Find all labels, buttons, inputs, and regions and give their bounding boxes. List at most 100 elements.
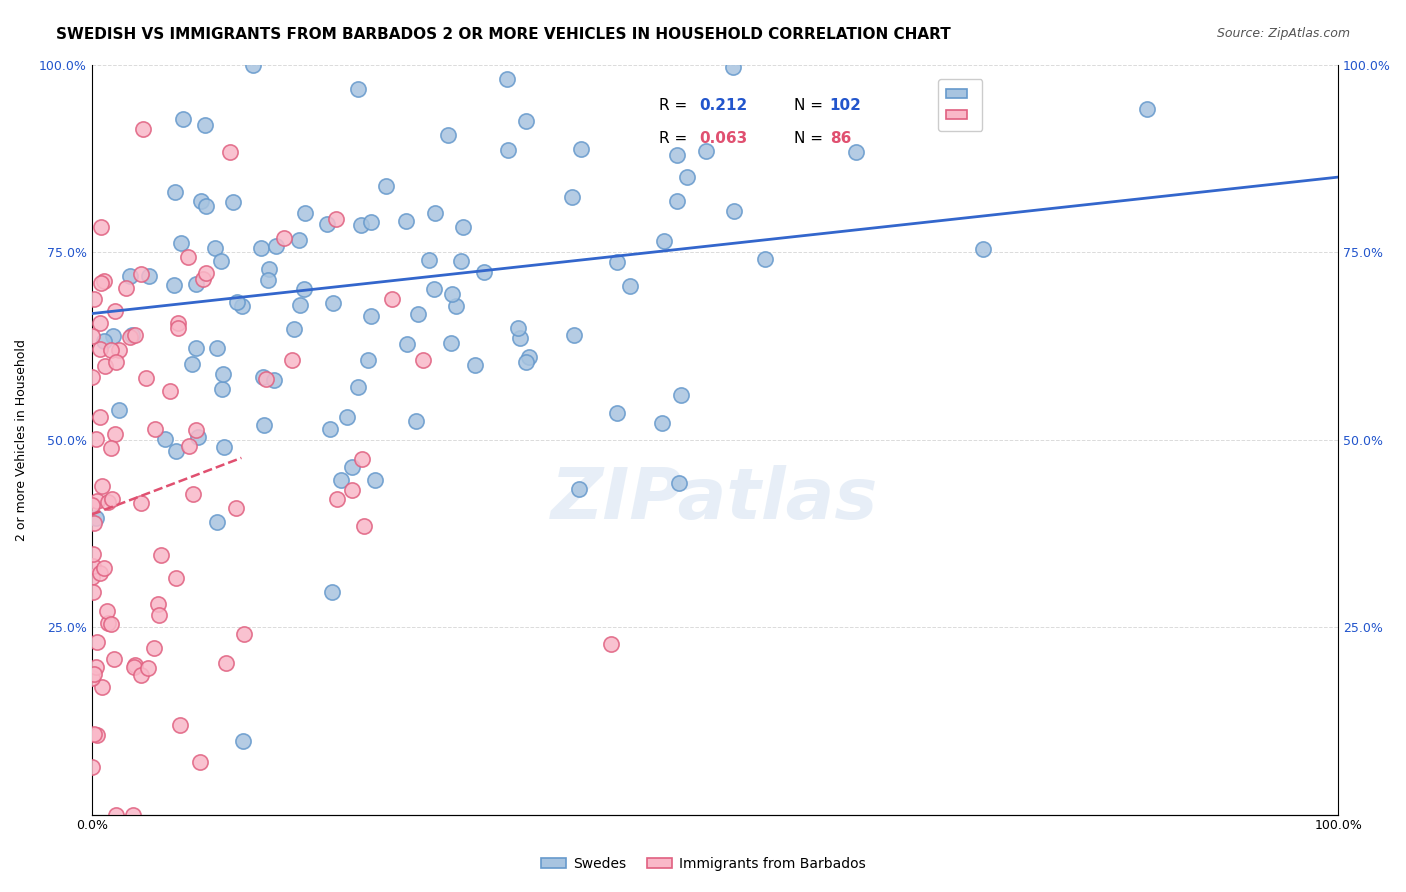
Point	[135, 371, 157, 385]
Point	[292, 282, 315, 296]
Point	[83, 726, 105, 740]
Point	[256, 273, 278, 287]
Point	[322, 295, 344, 310]
Point	[148, 607, 170, 622]
Point	[93, 274, 115, 288]
Point	[97, 495, 120, 509]
Point	[418, 253, 440, 268]
Point	[122, 660, 145, 674]
Point	[82, 328, 104, 343]
Text: 102: 102	[830, 98, 862, 113]
Point	[181, 486, 204, 500]
Point	[165, 186, 187, 200]
Point	[86, 494, 108, 508]
Point	[215, 656, 238, 670]
Point	[845, 145, 868, 159]
Point	[562, 328, 585, 343]
Point	[104, 304, 127, 318]
Point	[91, 680, 114, 694]
Point	[412, 352, 434, 367]
Point	[652, 235, 675, 249]
Point	[101, 329, 124, 343]
Point	[120, 268, 142, 283]
Point	[170, 235, 193, 250]
Point	[472, 265, 495, 279]
Point	[360, 309, 382, 323]
Point	[82, 585, 104, 599]
Point	[80, 369, 103, 384]
Point	[356, 352, 378, 367]
Point	[233, 626, 256, 640]
Point	[395, 214, 418, 228]
Point	[273, 231, 295, 245]
Text: 86: 86	[830, 130, 851, 145]
Point	[124, 658, 146, 673]
Point	[242, 57, 264, 71]
Point	[668, 476, 690, 491]
Point	[721, 60, 744, 74]
Point	[283, 322, 305, 336]
Point	[381, 292, 404, 306]
Point	[96, 604, 118, 618]
Point	[124, 327, 146, 342]
Point	[194, 118, 217, 132]
Point	[159, 384, 181, 398]
Point	[172, 112, 194, 126]
Point	[138, 268, 160, 283]
Point	[326, 491, 349, 506]
Point	[506, 321, 529, 335]
Point	[515, 113, 537, 128]
Point	[97, 616, 120, 631]
Point	[93, 334, 115, 349]
Point	[143, 640, 166, 655]
Point	[83, 292, 105, 306]
Point	[561, 190, 583, 204]
Point	[606, 255, 628, 269]
Point	[204, 241, 226, 255]
Point	[350, 218, 373, 232]
Point	[194, 267, 217, 281]
Point	[186, 423, 208, 437]
Text: N =: N =	[793, 98, 828, 113]
Point	[163, 278, 186, 293]
Point	[114, 281, 136, 295]
Point	[89, 410, 111, 425]
Point	[83, 516, 105, 530]
Point	[517, 351, 540, 365]
Point	[515, 355, 537, 369]
Point	[181, 357, 204, 371]
Point	[464, 358, 486, 372]
Point	[288, 298, 311, 312]
Point	[89, 342, 111, 356]
Text: Source: ZipAtlas.com: Source: ZipAtlas.com	[1216, 27, 1350, 40]
Point	[353, 519, 375, 533]
Point	[165, 571, 187, 585]
Point	[190, 194, 212, 208]
Point	[252, 370, 274, 384]
Point	[375, 178, 398, 193]
Text: R =: R =	[659, 130, 692, 145]
Point	[82, 759, 104, 773]
Point	[263, 373, 285, 387]
Point	[177, 251, 200, 265]
Point	[82, 547, 104, 561]
Point	[225, 500, 247, 515]
Y-axis label: 2 or more Vehicles in Household: 2 or more Vehicles in Household	[15, 339, 28, 541]
Point	[436, 128, 458, 142]
Point	[84, 432, 107, 446]
Point	[179, 439, 201, 453]
Point	[103, 652, 125, 666]
Point	[80, 498, 103, 512]
Point	[444, 300, 467, 314]
Point	[288, 233, 311, 247]
Point	[599, 637, 621, 651]
Point	[190, 756, 212, 770]
Point	[253, 417, 276, 432]
Point	[167, 316, 190, 330]
Point	[281, 352, 304, 367]
Point	[100, 492, 122, 507]
Point	[665, 194, 688, 208]
Point	[131, 122, 153, 136]
Point	[222, 194, 245, 209]
Point	[146, 597, 169, 611]
